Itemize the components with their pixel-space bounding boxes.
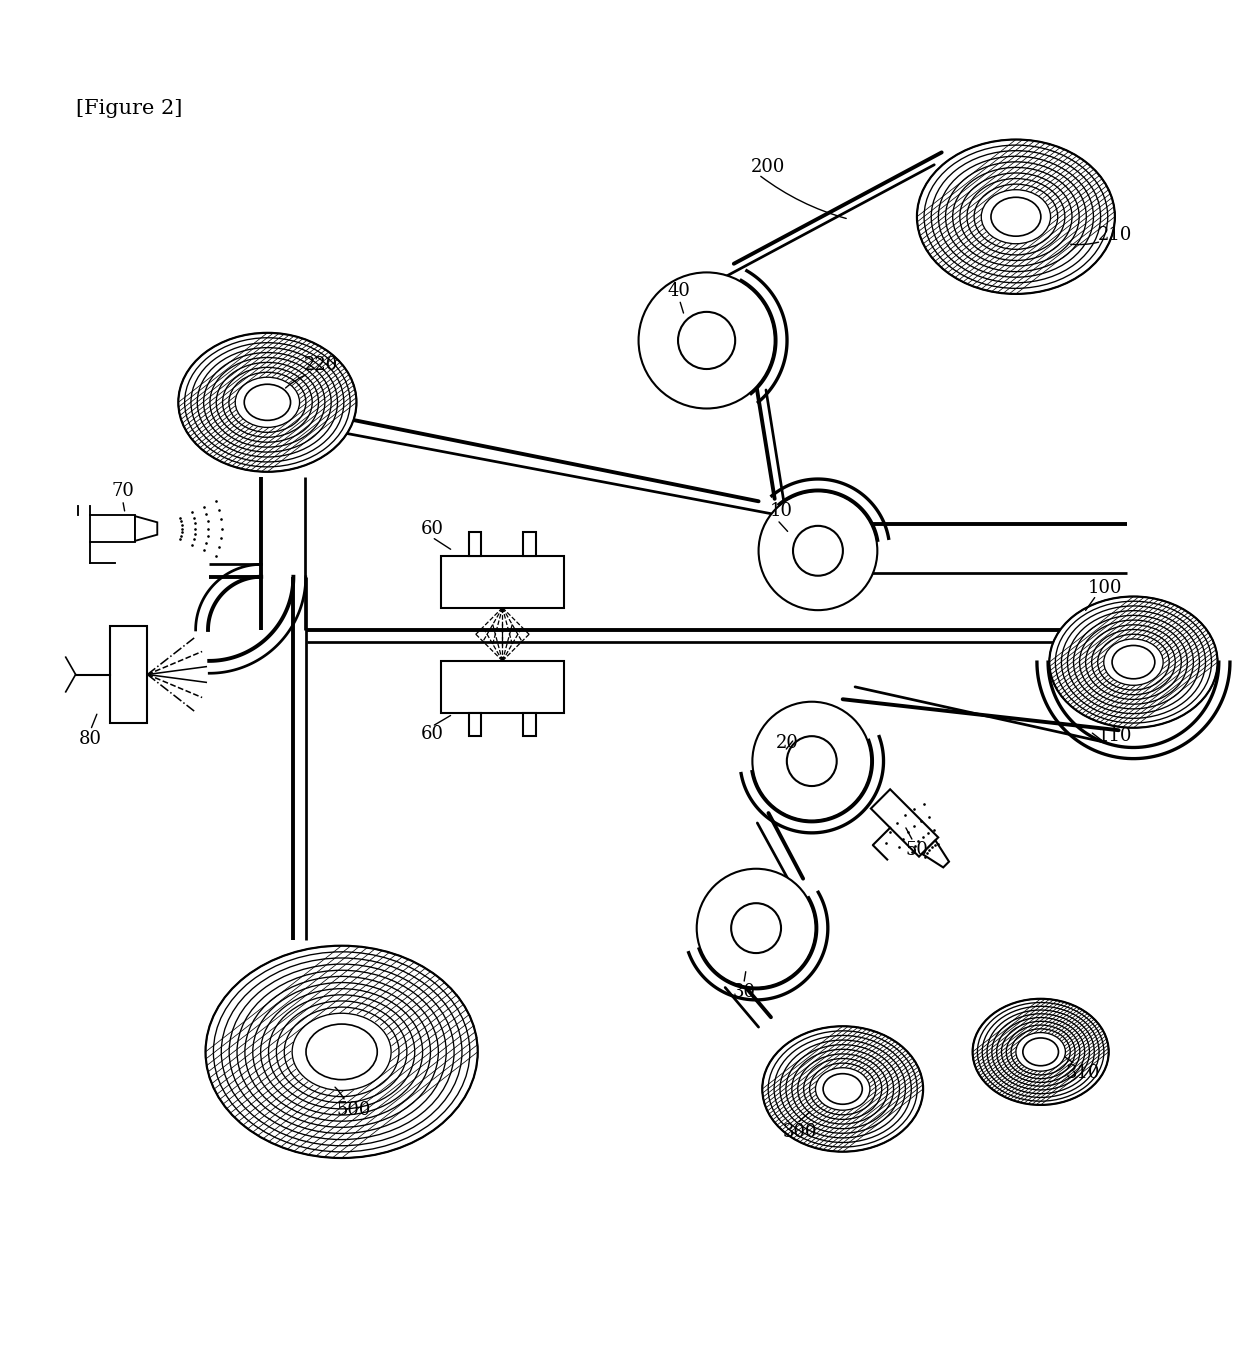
Circle shape — [678, 312, 735, 370]
Ellipse shape — [763, 1027, 923, 1152]
Ellipse shape — [206, 946, 477, 1157]
Polygon shape — [135, 517, 157, 541]
Circle shape — [787, 737, 837, 786]
Text: 310: 310 — [1065, 1064, 1100, 1082]
FancyBboxPatch shape — [440, 661, 564, 712]
Text: 30: 30 — [733, 983, 755, 1001]
FancyBboxPatch shape — [110, 626, 148, 723]
Circle shape — [753, 701, 872, 820]
Text: 110: 110 — [1097, 727, 1132, 746]
Text: 300: 300 — [782, 1124, 817, 1141]
Text: 500: 500 — [337, 1101, 371, 1120]
Ellipse shape — [244, 384, 290, 421]
FancyBboxPatch shape — [440, 556, 564, 607]
Ellipse shape — [991, 197, 1040, 236]
Circle shape — [697, 869, 816, 987]
Circle shape — [639, 272, 775, 409]
Text: 100: 100 — [1087, 579, 1122, 596]
Bar — [469, 533, 481, 556]
Ellipse shape — [916, 139, 1115, 294]
Text: 80: 80 — [79, 730, 102, 747]
Text: 70: 70 — [112, 483, 134, 500]
Ellipse shape — [1112, 645, 1154, 679]
Bar — [469, 712, 481, 737]
Text: 40: 40 — [668, 282, 691, 299]
Text: 60: 60 — [420, 519, 444, 537]
Ellipse shape — [1023, 1037, 1059, 1066]
Ellipse shape — [972, 998, 1109, 1105]
Text: 20: 20 — [775, 734, 799, 751]
Bar — [523, 533, 536, 556]
Text: 200: 200 — [751, 158, 786, 177]
Text: 210: 210 — [1097, 227, 1132, 244]
Polygon shape — [921, 840, 949, 867]
Text: 220: 220 — [304, 356, 337, 374]
Text: 10: 10 — [769, 502, 792, 521]
Ellipse shape — [1049, 596, 1218, 727]
Circle shape — [759, 491, 878, 610]
Bar — [523, 712, 536, 737]
Ellipse shape — [823, 1074, 862, 1105]
Text: 50: 50 — [905, 842, 929, 859]
Polygon shape — [870, 789, 939, 857]
Text: [Figure 2]: [Figure 2] — [76, 100, 182, 119]
Circle shape — [794, 526, 843, 576]
Ellipse shape — [306, 1024, 377, 1079]
FancyBboxPatch shape — [91, 515, 135, 542]
Text: 60: 60 — [420, 724, 444, 743]
Ellipse shape — [179, 333, 356, 472]
Circle shape — [732, 904, 781, 954]
